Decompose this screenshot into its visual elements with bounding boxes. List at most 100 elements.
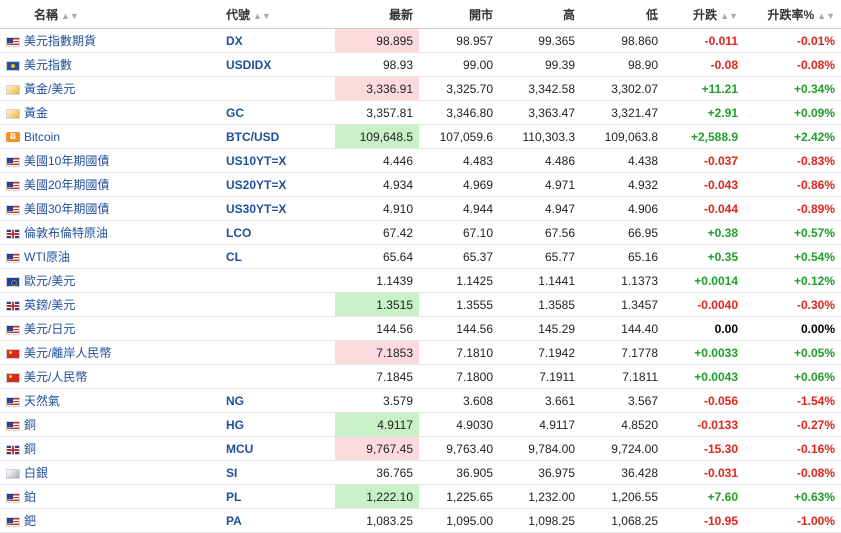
code-cell[interactable]: [220, 76, 335, 101]
name-cell[interactable]: 美國30年期國債: [0, 196, 220, 221]
table-row[interactable]: 黃金 GC 3,357.81 3,346.80 3,363.47 3,321.47 +2.9…: [0, 100, 841, 125]
instrument-code-link[interactable]: BTC/USD: [226, 129, 280, 144]
instrument-code-link[interactable]: US10YT=X: [226, 153, 287, 168]
instrument-name-link[interactable]: 美元/人民幣: [24, 370, 88, 384]
name-cell[interactable]: 黃金/美元: [0, 76, 220, 101]
header-code[interactable]: 代號 ▲▼: [220, 0, 335, 29]
code-cell[interactable]: [220, 292, 335, 317]
code-cell[interactable]: MCU: [220, 436, 335, 461]
code-cell[interactable]: CL: [220, 244, 335, 269]
name-cell[interactable]: 天然氣: [0, 388, 220, 413]
name-cell[interactable]: 美元/離岸人民幣: [0, 340, 220, 365]
sort-icon[interactable]: ▲▼: [720, 10, 738, 21]
name-cell[interactable]: 鈀: [0, 508, 220, 533]
instrument-code-link[interactable]: DX: [226, 33, 243, 48]
table-row[interactable]: 鉑 PL 1,222.10 1,225.65 1,232.00 1,206.55 +7.60…: [0, 484, 841, 509]
code-cell[interactable]: GC: [220, 100, 335, 125]
instrument-name-link[interactable]: 鉑: [24, 490, 37, 504]
table-row[interactable]: Ƀ Bitcoin BTC/USD 109,648.5 107,059.6 110,303…: [0, 124, 841, 149]
code-cell[interactable]: NG: [220, 388, 335, 413]
table-row[interactable]: 美國10年期國債 US10YT=X 4.446 4.483 4.486 4.438 -0.0…: [0, 148, 841, 173]
table-row[interactable]: 白銀 SI 36.765 36.905 36.975 36.428 -0.031 -0.08%: [0, 460, 841, 485]
table-row[interactable]: 銅 MCU 9,767.45 9,763.40 9,784.00 9,724.00 -15.…: [0, 436, 841, 461]
instrument-name-link[interactable]: WTI原油: [24, 250, 70, 264]
table-row[interactable]: 美元指數期貨 DX 98.895 98.957 99.365 98.860 -0.011 -0…: [0, 28, 841, 53]
code-cell[interactable]: HG: [220, 412, 335, 437]
code-cell[interactable]: US30YT=X: [220, 196, 335, 221]
code-cell[interactable]: LCO: [220, 220, 335, 245]
instrument-code-link[interactable]: LCO: [226, 225, 252, 240]
code-cell[interactable]: USDIDX: [220, 52, 335, 77]
instrument-code-link[interactable]: PA: [226, 513, 242, 528]
name-cell[interactable]: Ƀ Bitcoin: [0, 124, 220, 149]
code-cell[interactable]: [220, 340, 335, 365]
instrument-name-link[interactable]: 倫敦布倫特原油: [24, 226, 109, 240]
name-cell[interactable]: 歐元/美元: [0, 268, 220, 293]
instrument-name-link[interactable]: 歐元/美元: [24, 274, 76, 288]
instrument-name-link[interactable]: 美國20年期國債: [24, 178, 110, 192]
code-cell[interactable]: DX: [220, 28, 335, 53]
name-cell[interactable]: 英鎊/美元: [0, 292, 220, 317]
name-cell[interactable]: 美國20年期國債: [0, 172, 220, 197]
table-row[interactable]: 天然氣 NG 3.579 3.608 3.661 3.567 -0.056 -1.54%: [0, 388, 841, 413]
name-cell[interactable]: 美元指數: [0, 52, 220, 77]
table-row[interactable]: 銅 HG 4.9117 4.9030 4.9117 4.8520 -0.0133 -0.27%: [0, 412, 841, 437]
code-cell[interactable]: [220, 364, 335, 389]
instrument-name-link[interactable]: 美元指數期貨: [24, 34, 97, 48]
name-cell[interactable]: 美元指數期貨: [0, 28, 220, 53]
instrument-code-link[interactable]: SI: [226, 465, 238, 480]
table-row[interactable]: 美國30年期國債 US30YT=X 4.910 4.944 4.947 4.906 -0.0…: [0, 196, 841, 221]
name-cell[interactable]: 銅: [0, 412, 220, 437]
table-row[interactable]: 英鎊/美元 1.3515 1.3555 1.3585 1.3457 -0.0040 -0.3…: [0, 292, 841, 317]
table-row[interactable]: 黃金/美元 3,336.91 3,325.70 3,342.58 3,302.07 +11…: [0, 76, 841, 101]
name-cell[interactable]: WTI原油: [0, 244, 220, 269]
instrument-name-link[interactable]: 銅: [24, 442, 37, 456]
sort-icon[interactable]: ▲▼: [61, 10, 79, 21]
instrument-name-link[interactable]: 美元指數: [24, 58, 73, 72]
instrument-name-link[interactable]: 英鎊/美元: [24, 298, 76, 312]
instrument-name-link[interactable]: 美國30年期國債: [24, 202, 110, 216]
name-cell[interactable]: 銅: [0, 436, 220, 461]
header-change-pct[interactable]: 升跌率% ▲▼: [744, 0, 841, 29]
code-cell[interactable]: PA: [220, 508, 335, 533]
instrument-name-link[interactable]: 美元/離岸人民幣: [24, 346, 112, 360]
instrument-code-link[interactable]: USDIDX: [226, 57, 272, 72]
instrument-code-link[interactable]: CL: [226, 249, 242, 264]
sort-icon[interactable]: ▲▼: [253, 10, 271, 21]
table-row[interactable]: 歐元/美元 1.1439 1.1425 1.1441 1.1373 +0.0014 +0.1…: [0, 268, 841, 293]
instrument-code-link[interactable]: HG: [226, 417, 244, 432]
instrument-code-link[interactable]: NG: [226, 393, 244, 408]
code-cell[interactable]: [220, 316, 335, 341]
name-cell[interactable]: 美元/日元: [0, 316, 220, 341]
sort-icon[interactable]: ▲▼: [817, 10, 835, 21]
instrument-code-link[interactable]: GC: [226, 105, 244, 120]
instrument-code-link[interactable]: US20YT=X: [226, 177, 287, 192]
instrument-code-link[interactable]: US30YT=X: [226, 201, 287, 216]
instrument-name-link[interactable]: 美國10年期國債: [24, 154, 110, 168]
instrument-name-link[interactable]: 銅: [24, 418, 37, 432]
table-row[interactable]: 倫敦布倫特原油 LCO 67.42 67.10 67.56 66.95 +0.38 +0.57…: [0, 220, 841, 245]
name-cell[interactable]: 倫敦布倫特原油: [0, 220, 220, 245]
instrument-name-link[interactable]: 黃金/美元: [24, 82, 76, 96]
instrument-name-link[interactable]: 美元/日元: [24, 322, 76, 336]
code-cell[interactable]: [220, 268, 335, 293]
code-cell[interactable]: SI: [220, 460, 335, 485]
code-cell[interactable]: US20YT=X: [220, 172, 335, 197]
table-row[interactable]: 美元/人民幣 7.1845 7.1800 7.1911 7.1811 +0.0043 +0.…: [0, 364, 841, 389]
instrument-code-link[interactable]: MCU: [226, 441, 254, 456]
name-cell[interactable]: 鉑: [0, 484, 220, 509]
instrument-name-link[interactable]: 天然氣: [24, 394, 61, 408]
instrument-name-link[interactable]: 鈀: [24, 514, 37, 528]
name-cell[interactable]: 白銀: [0, 460, 220, 485]
header-name[interactable]: 名稱 ▲▼: [0, 0, 220, 29]
code-cell[interactable]: US10YT=X: [220, 148, 335, 173]
name-cell[interactable]: 美元/人民幣: [0, 364, 220, 389]
instrument-name-link[interactable]: 黃金: [24, 106, 49, 120]
table-row[interactable]: 美元指數 USDIDX 98.93 99.00 99.39 98.90 -0.08 -0.08…: [0, 52, 841, 77]
table-row[interactable]: 美元/日元 144.56 144.56 145.29 144.40 0.00 0.00%: [0, 316, 841, 341]
instrument-code-link[interactable]: PL: [226, 489, 242, 504]
code-cell[interactable]: PL: [220, 484, 335, 509]
name-cell[interactable]: 黃金: [0, 100, 220, 125]
table-row[interactable]: 美元/離岸人民幣 7.1853 7.1810 7.1942 7.1778 +0.0033 +…: [0, 340, 841, 365]
header-change[interactable]: 升跌 ▲▼: [664, 0, 744, 29]
